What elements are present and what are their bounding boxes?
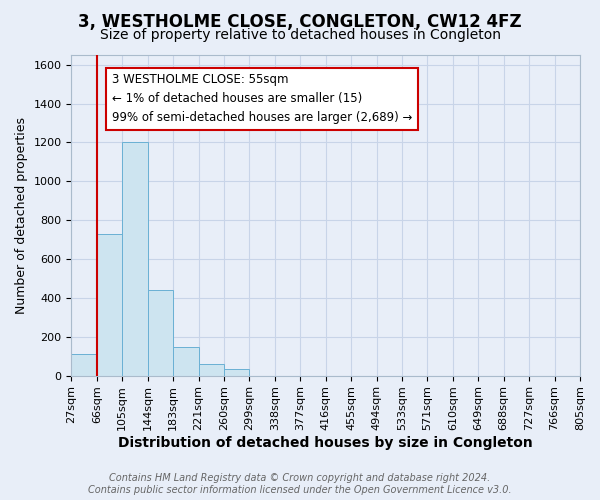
Text: Size of property relative to detached houses in Congleton: Size of property relative to detached ho… xyxy=(100,28,500,42)
Bar xyxy=(122,142,148,376)
Bar xyxy=(97,234,122,376)
X-axis label: Distribution of detached houses by size in Congleton: Distribution of detached houses by size … xyxy=(118,436,533,450)
Text: 3, WESTHOLME CLOSE, CONGLETON, CW12 4FZ: 3, WESTHOLME CLOSE, CONGLETON, CW12 4FZ xyxy=(78,12,522,30)
Bar xyxy=(224,369,250,376)
Bar xyxy=(148,290,173,376)
Text: Contains HM Land Registry data © Crown copyright and database right 2024.
Contai: Contains HM Land Registry data © Crown c… xyxy=(88,474,512,495)
Bar xyxy=(199,364,224,376)
Y-axis label: Number of detached properties: Number of detached properties xyxy=(15,117,28,314)
Bar xyxy=(173,348,199,376)
Bar xyxy=(71,354,97,376)
Text: 3 WESTHOLME CLOSE: 55sqm
← 1% of detached houses are smaller (15)
99% of semi-de: 3 WESTHOLME CLOSE: 55sqm ← 1% of detache… xyxy=(112,74,412,124)
